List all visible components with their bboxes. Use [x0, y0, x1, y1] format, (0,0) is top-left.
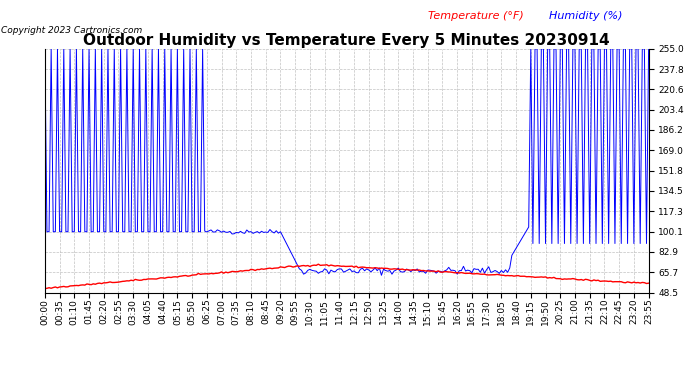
Text: Copyright 2023 Cartronics.com: Copyright 2023 Cartronics.com — [1, 26, 143, 35]
Title: Outdoor Humidity vs Temperature Every 5 Minutes 20230914: Outdoor Humidity vs Temperature Every 5 … — [83, 33, 610, 48]
Text: Humidity (%): Humidity (%) — [549, 11, 622, 21]
Text: Temperature (°F): Temperature (°F) — [428, 11, 524, 21]
